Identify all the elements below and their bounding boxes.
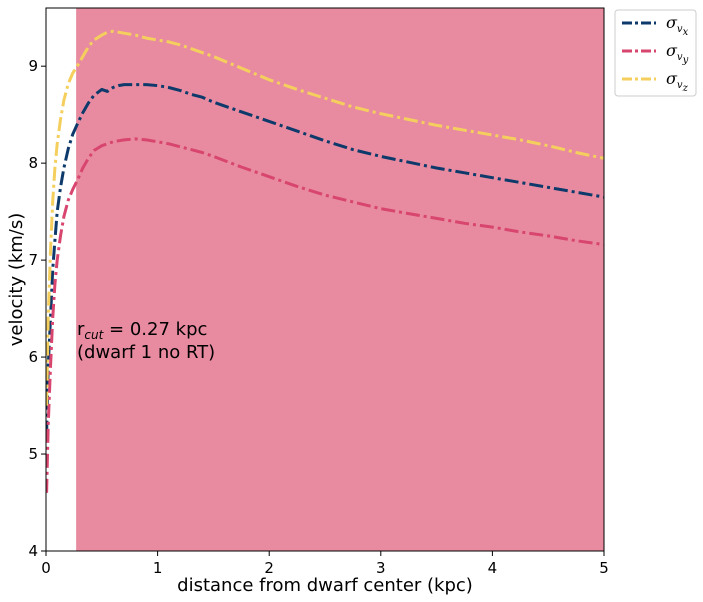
series-line-z [46,29,604,406]
y-tick-label: 7 [28,251,38,269]
legend-label-y: σvy [666,41,689,66]
y-tick-label: 9 [28,57,38,75]
y-tick-label: 4 [28,542,38,560]
y-axis: 4 5 6 7 8 9 [28,57,46,560]
y-tick-label: 8 [28,154,38,172]
annotation-value: = 0.27 kpc [103,319,207,340]
x-axis: 0 1 2 3 4 5 [41,551,609,577]
legend-label-z: σvz [666,69,689,94]
series-line-x [46,83,604,435]
annotation-line-1: rcut = 0.27 kpc [77,319,207,342]
x-tick-label: 4 [488,559,498,577]
x-axis-label: distance from dwarf center (kpc) [177,575,473,596]
y-tick-label: 5 [28,445,38,463]
legend: σvx σvy σvz [614,9,697,97]
annotation-line-2: (dwarf 1 no RT) [77,342,215,363]
y-tick-label: 6 [28,348,38,366]
x-tick-label: 0 [41,559,51,577]
legend-box [614,9,697,97]
annotation-r: r [77,319,85,340]
series-layer [46,29,604,493]
shaded-region [76,8,604,551]
x-tick-label: 2 [264,559,274,577]
plot-frame [45,7,605,552]
series-line-y [46,137,604,493]
y-axis-label: velocity (km/s) [6,213,27,347]
x-tick-label: 5 [599,559,609,577]
x-tick-label: 1 [153,559,163,577]
legend-label-x: σvx [666,13,689,38]
x-tick-label: 3 [376,559,386,577]
annotation-subscript: cut [84,328,104,342]
